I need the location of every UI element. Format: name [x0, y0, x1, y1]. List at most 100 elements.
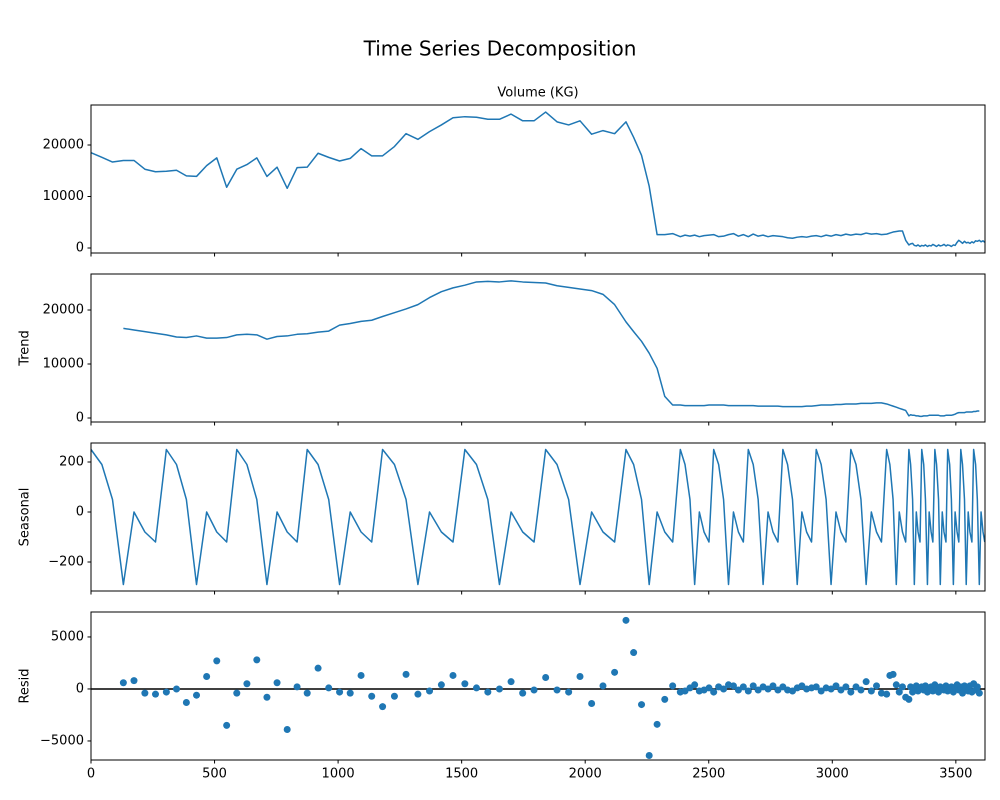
point	[461, 680, 469, 688]
point	[495, 685, 503, 693]
series-line	[90, 111, 986, 248]
point	[346, 689, 354, 697]
point	[390, 692, 398, 700]
point	[630, 649, 638, 657]
y-tick-label: 0	[76, 241, 84, 256]
point	[437, 681, 445, 689]
point	[892, 681, 900, 689]
point	[379, 703, 387, 711]
point	[832, 682, 840, 690]
x-tick-label: 1000	[322, 767, 355, 782]
point	[599, 682, 607, 690]
y-axis-label: Seasonal	[18, 488, 33, 547]
subplot: Resid −5000 0 5000 0 500 1000 1500 2000 2500 3000 3…	[18, 611, 986, 782]
point	[720, 685, 728, 693]
point	[426, 687, 434, 695]
subplot: Trend 0 10000 20000	[18, 273, 986, 426]
axes-frame	[90, 273, 986, 423]
axes-frame	[90, 442, 986, 592]
point	[895, 688, 903, 696]
point	[336, 688, 344, 696]
point	[314, 664, 322, 672]
y-tick-label: −5000	[40, 733, 84, 748]
point	[253, 656, 261, 664]
point	[857, 686, 865, 694]
y-tick-label: 200	[59, 455, 84, 470]
point	[402, 670, 410, 678]
point	[243, 680, 251, 688]
y-tick-label: −200	[48, 555, 84, 570]
point	[769, 682, 777, 690]
point	[705, 684, 713, 692]
point	[519, 689, 527, 697]
point	[193, 691, 201, 699]
y-tick-label: 10000	[43, 357, 84, 372]
point	[273, 679, 281, 687]
x-tick-label: 2500	[692, 767, 725, 782]
point	[889, 670, 897, 678]
point	[162, 688, 170, 696]
axes-frame	[90, 611, 986, 761]
y-tick-label: 0	[76, 505, 84, 520]
x-tick-label: 0	[87, 767, 95, 782]
point	[898, 683, 906, 691]
point	[233, 689, 241, 697]
point	[141, 689, 149, 697]
point	[653, 720, 661, 728]
point	[661, 695, 669, 703]
point	[325, 684, 333, 692]
subplot: Volume (KG) 0 10000 20000	[43, 86, 986, 257]
subplot-title: Volume (KG)	[497, 86, 578, 101]
point	[812, 683, 820, 691]
figure-title: Time Series Decomposition	[363, 37, 637, 61]
x-tick-label: 500	[202, 767, 227, 782]
point	[530, 686, 538, 694]
point	[691, 681, 699, 689]
point	[873, 682, 881, 690]
point	[213, 657, 221, 665]
point	[669, 682, 677, 690]
point	[645, 752, 653, 760]
point	[883, 690, 891, 698]
point	[414, 690, 422, 698]
point	[565, 688, 573, 696]
point	[638, 701, 646, 709]
point	[542, 674, 550, 682]
point	[472, 684, 480, 692]
point	[484, 688, 492, 696]
point	[303, 689, 311, 697]
point	[744, 687, 752, 695]
point	[729, 682, 737, 690]
point	[877, 689, 885, 697]
point	[203, 672, 211, 680]
point	[710, 688, 718, 696]
point	[182, 698, 190, 706]
x-tick-label: 3000	[816, 767, 849, 782]
series-line	[90, 448, 986, 586]
x-tick-label: 3500	[939, 767, 972, 782]
series-line	[123, 280, 980, 418]
point	[507, 678, 515, 686]
point	[973, 683, 981, 691]
y-tick-label: 20000	[43, 138, 84, 153]
point	[357, 671, 365, 679]
y-axis-label: Resid	[18, 668, 33, 703]
subplot: Seasonal −200 0 200	[18, 442, 986, 595]
point	[283, 726, 291, 734]
axes-frame	[90, 104, 986, 254]
point	[293, 683, 301, 691]
point	[263, 693, 271, 701]
point	[368, 692, 376, 700]
point	[576, 672, 584, 680]
point	[847, 688, 855, 696]
point	[739, 683, 747, 691]
x-tick-label: 2000	[569, 767, 602, 782]
point	[611, 668, 619, 676]
y-tick-label: 0	[76, 411, 84, 426]
y-tick-label: 0	[76, 681, 84, 696]
point	[553, 686, 561, 694]
point	[905, 695, 913, 703]
point	[622, 616, 630, 624]
point	[130, 677, 138, 685]
